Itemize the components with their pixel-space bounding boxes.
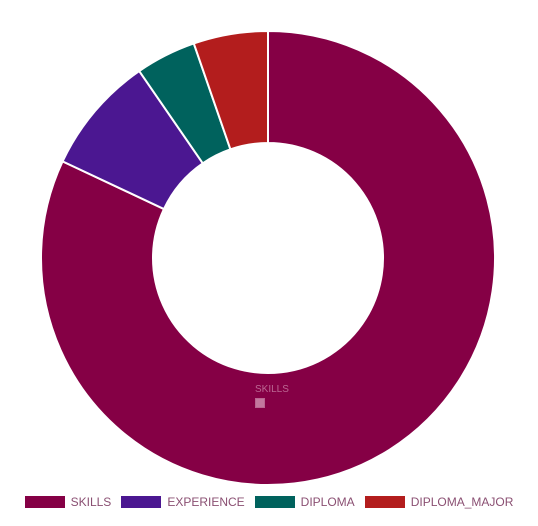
legend-item-diploma-major[interactable]: DIPLOMA_MAJOR — [364, 495, 514, 509]
slice-skills[interactable] — [40, 29, 496, 486]
legend-swatch-diploma — [254, 496, 295, 508]
legend-swatch-skills — [24, 496, 65, 508]
legend: SKILLS EXPERIENCE DIPLOMA DIPLOMA_MAJOR — [0, 492, 538, 512]
tooltip: SKILLS — [255, 384, 289, 408]
legend-item-experience[interactable]: EXPERIENCE — [121, 495, 245, 509]
legend-item-diploma[interactable]: DIPLOMA — [254, 495, 355, 509]
legend-swatch-diploma-major — [364, 496, 405, 508]
legend-label-diploma: DIPLOMA — [300, 495, 355, 509]
slice-diploma-major[interactable] — [192, 29, 269, 151]
legend-swatch-experience — [121, 496, 162, 508]
legend-label-experience: EXPERIENCE — [167, 495, 245, 509]
legend-label-skills: SKILLS — [70, 495, 112, 509]
tooltip-label: SKILLS — [255, 384, 289, 395]
tooltip-swatch — [255, 398, 265, 408]
legend-label-diploma-major: DIPLOMA_MAJOR — [410, 495, 514, 509]
legend-item-skills[interactable]: SKILLS — [24, 495, 112, 509]
